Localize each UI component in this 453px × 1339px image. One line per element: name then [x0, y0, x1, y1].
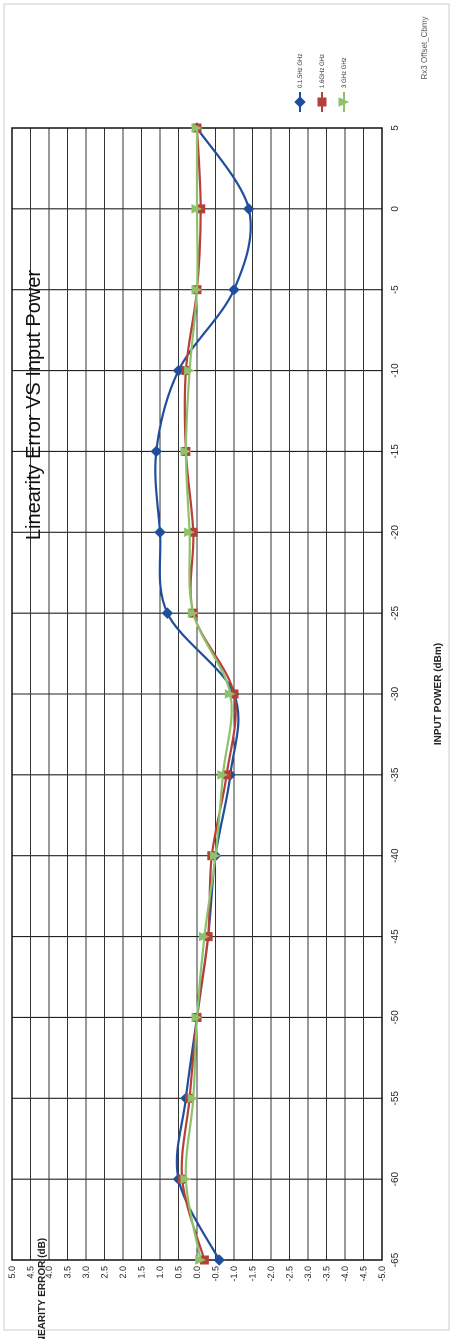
y-tick-label: -1.5 [248, 1266, 258, 1282]
legend-label: 0.1.5Hz GHz [298, 54, 304, 88]
data-point [187, 608, 199, 618]
data-point [213, 1254, 225, 1266]
x-tick-label: -35 [390, 767, 401, 782]
legend-label: 3 GHz GHz [342, 57, 348, 88]
y-tick-label: 0.0 [192, 1266, 202, 1279]
y-tick-label: -3.0 [303, 1266, 313, 1282]
y-tick-label: -1.0 [229, 1266, 239, 1282]
y-axis-title: LINEARITY ERROR (dB) [37, 1238, 48, 1339]
x-axis-title: INPUT POWER (dBm) [433, 643, 444, 745]
x-tick-label: -60 [390, 1171, 401, 1186]
data-point [294, 96, 306, 108]
y-tick-label: 4.0 [44, 1266, 54, 1279]
legend-item: 1.6GHz GHz [317, 54, 327, 112]
y-tick-label: -5.0 [377, 1266, 387, 1282]
series-group [150, 122, 255, 1266]
y-axis-ticks: 5.0 4.5 4.0 3.5 3.0 2.5 2.0 1.5 1.0 0.5 0.0 -0.5 -1.… [7, 1266, 387, 1282]
data-point [195, 1255, 206, 1265]
x-tick-label: -50 [390, 1010, 401, 1025]
y-tick-label: 4.5 [26, 1266, 36, 1279]
data-point [317, 97, 327, 107]
legend: 0.1.5Hz GHz 1.6GHz GHz 3 GHz GHz [294, 54, 350, 112]
y-tick-label: 3.5 [63, 1266, 73, 1279]
x-tick-label: -45 [390, 929, 401, 944]
data-point [180, 1174, 192, 1184]
y-tick-label: -0.5 [211, 1266, 221, 1282]
legend-item: 0.1.5Hz GHz [294, 54, 306, 112]
y-tick-label: -2.0 [266, 1266, 276, 1282]
x-tick-label: 5 [390, 125, 401, 131]
legend-label: 1.6GHz GHz [320, 54, 326, 88]
data-point [180, 446, 192, 457]
y-tick-label: -4.0 [340, 1266, 350, 1282]
y-tick-label: 0.5 [174, 1266, 184, 1279]
outer-frame [3, 3, 450, 1331]
data-point [191, 1012, 203, 1023]
data-point [184, 527, 195, 538]
y-tick-label: -4.5 [359, 1266, 369, 1282]
x-tick-label: -30 [390, 686, 401, 701]
data-point [210, 850, 221, 861]
data-point [184, 365, 195, 376]
x-tick-label: -40 [390, 848, 401, 863]
x-tick-label: -65 [390, 1252, 401, 1267]
x-tick-label: -15 [390, 444, 401, 459]
y-tick-label: -3.5 [322, 1266, 332, 1282]
y-tick-label: 2.5 [100, 1266, 110, 1279]
data-point [191, 123, 203, 133]
data-point [191, 284, 203, 295]
y-tick-label: -2.5 [285, 1266, 295, 1282]
data-point [243, 203, 255, 215]
x-tick-label: -5 [390, 285, 401, 294]
x-tick-label: -55 [390, 1091, 401, 1106]
x-tick-label: -25 [390, 605, 401, 620]
y-tick-label: 1.5 [137, 1266, 147, 1279]
data-point [187, 1093, 199, 1104]
data-point [191, 204, 203, 214]
chart-title: Linearity Error VS Input Power [23, 270, 45, 540]
data-point [150, 445, 163, 458]
x-tick-label: -20 [390, 525, 401, 540]
y-tick-label: 2.0 [118, 1266, 128, 1279]
data-point [338, 97, 350, 107]
data-point [198, 931, 210, 942]
series-3 [180, 123, 236, 1265]
series-line [184, 128, 233, 1261]
y-tick-label: 5.0 [7, 1266, 17, 1279]
x-tick-label: 0 [390, 206, 401, 212]
y-tick-label: 3.0 [81, 1266, 91, 1279]
chart-header: Rx3 Offset_Cbmy [420, 17, 429, 80]
data-point [161, 607, 174, 619]
data-point [154, 526, 166, 538]
legend-item: 3 GHz GHz [338, 57, 350, 112]
data-point [224, 689, 236, 699]
data-point [217, 770, 229, 780]
data-point [228, 284, 240, 296]
x-axis-ticks: -65-60-55-50-45-40-35-30-25-20-15-10-505 [390, 125, 401, 1267]
y-tick-label: 1.0 [155, 1266, 165, 1279]
x-tick-label: -10 [390, 363, 401, 378]
